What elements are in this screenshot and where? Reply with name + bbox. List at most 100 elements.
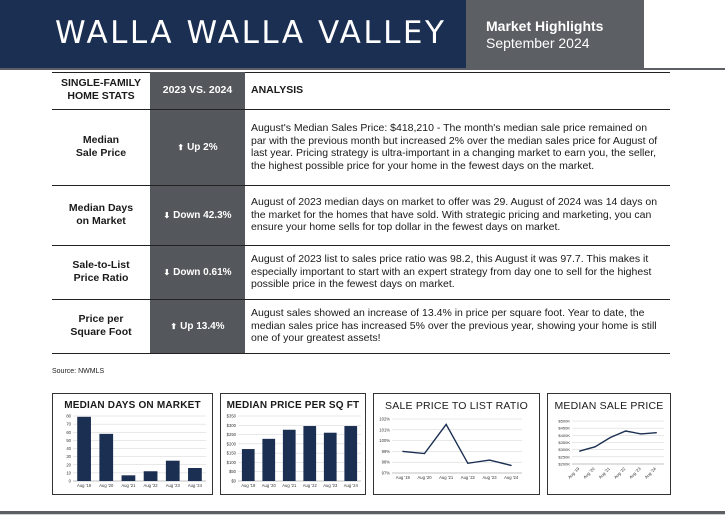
y-tick-label: $50 xyxy=(229,469,237,474)
series-line xyxy=(402,423,512,467)
data-point xyxy=(510,464,512,467)
y-tick-label: 101% xyxy=(379,427,390,432)
stat-name-line1: Sale-to-List xyxy=(72,259,130,271)
stat-name-line2: on Market xyxy=(76,215,126,227)
x-tick-label: Aug '24 xyxy=(504,475,519,480)
y-tick-label: 60 xyxy=(66,430,71,435)
y-tick-label: $300 xyxy=(227,423,237,428)
price-per-sqft-chart: MEDIAN PRICE PER SQ FT $0 $50 $100 $150 $200… xyxy=(220,393,366,495)
stat-change: ⬇ Down 42.3% xyxy=(150,185,245,246)
y-tick-label: $250 xyxy=(227,432,237,437)
stats-table: SINGLE-FAMILY HOME STATS 2023 VS. 2024 A… xyxy=(52,72,670,354)
y-tick-label: 99% xyxy=(382,449,391,454)
chart-title: MEDIAN DAYS ON MARKET xyxy=(64,400,201,411)
y-tick-label: 70 xyxy=(66,422,71,427)
y-tick-label: $450K xyxy=(558,426,570,431)
bar xyxy=(262,438,276,481)
stat-change: ⬆ Up 2% xyxy=(150,109,245,186)
data-point xyxy=(625,430,627,432)
header-stats-line2: HOME STATS xyxy=(67,90,135,103)
y-tick-label: 102% xyxy=(379,417,390,422)
chart-title: MEDIAN PRICE PER SQ FT xyxy=(226,400,360,411)
x-tick-label: Aug '20 xyxy=(262,483,277,488)
header-stats: SINGLE-FAMILY HOME STATS xyxy=(52,72,150,110)
x-tick-label: Aug '21 xyxy=(598,466,612,480)
stat-name: Median Sale Price xyxy=(52,109,150,186)
y-tick-label: $250K xyxy=(558,454,570,459)
bar xyxy=(344,426,358,481)
x-tick-label: Aug '24 xyxy=(644,466,658,480)
subtitle-banner: Market Highlights September 2024 xyxy=(466,0,644,68)
bar xyxy=(77,416,91,481)
stat-name-line2: Sale Price xyxy=(75,147,127,159)
bar xyxy=(282,429,296,481)
x-tick-label: Aug '21 xyxy=(282,483,297,488)
table-row: Sale-to-List Price Ratio ⬇ Down 0.61% Aug… xyxy=(52,245,670,300)
stat-name-line2: Square Foot xyxy=(70,326,132,338)
stat-name: Price per Square Foot xyxy=(52,299,150,354)
stat-name-line1: Median xyxy=(82,134,120,146)
y-tick-label: $300K xyxy=(558,447,570,452)
x-tick-label: Aug '22 xyxy=(613,466,627,480)
x-tick-label: Aug '19 xyxy=(77,483,92,488)
y-tick-label: 98% xyxy=(382,460,391,465)
stat-change: ⬆ Up 13.4% xyxy=(150,299,245,354)
data-point xyxy=(655,432,657,434)
chart-plot: 0 10 20 30 40 50 60 70 80 Aug '19 Aug '20 Aug '21 Au… xyxy=(66,414,206,488)
x-tick-label: Aug '23 xyxy=(166,483,181,488)
report-subtitle: Market Highlights xyxy=(486,18,604,34)
bar xyxy=(99,433,114,481)
bar xyxy=(143,471,158,481)
x-tick-label: Aug '20 xyxy=(99,483,114,488)
source-note: Source: NWMLS xyxy=(52,368,105,375)
data-point xyxy=(423,452,426,455)
data-point xyxy=(402,450,404,452)
stat-change-text: Up 13.4% xyxy=(180,320,225,332)
chart-plot: $200K $250K $300K $350K $400K $450K $500K Aug '… xyxy=(558,419,664,480)
header-analysis: ANALYSIS xyxy=(245,72,670,110)
bar xyxy=(323,432,337,481)
x-tick-label: Aug '22 xyxy=(461,475,476,480)
x-tick-label: Aug '24 xyxy=(188,483,203,488)
median-sale-price-chart: MEDIAN SALE PRICE $200K $250K $300K $350K $4… xyxy=(547,393,671,495)
stat-change-text: Up 2% xyxy=(187,141,218,153)
data-point xyxy=(640,433,642,435)
stat-name-line1: Price per xyxy=(78,313,124,325)
x-tick-label: Aug '23 xyxy=(323,483,338,488)
stat-change-text: Down 42.3% xyxy=(173,209,232,221)
x-tick-label: Aug '20 xyxy=(417,475,432,480)
header-comparison: 2023 VS. 2024 xyxy=(150,72,245,110)
x-tick-label: Aug '19 xyxy=(396,475,411,480)
data-point xyxy=(579,450,581,452)
data-point xyxy=(488,459,491,461)
y-tick-label: $100 xyxy=(227,460,237,465)
data-point xyxy=(594,446,596,448)
stat-name: Median Days on Market xyxy=(52,185,150,246)
bar xyxy=(188,468,202,481)
y-tick-label: 80 xyxy=(66,414,71,419)
days-on-market-chart: MEDIAN DAYS ON MARKET 0 10 20 30 40 50 60 70 80 A… xyxy=(52,393,213,495)
chart-plot: $0 $50 $100 $150 $200 $250 $300 $350 Aug '19 Aug … xyxy=(227,414,361,488)
y-tick-label: $500K xyxy=(558,419,570,424)
arrow-down-icon: ⬇ xyxy=(163,210,171,220)
chart-title: SALE PRICE TO LIST RATIO xyxy=(385,400,528,412)
y-tick-label: $350 xyxy=(227,414,237,419)
y-tick-label: 97% xyxy=(382,471,391,476)
x-tick-label: Aug '23 xyxy=(628,466,642,480)
table-header-row: SINGLE-FAMILY HOME STATS 2023 VS. 2024 A… xyxy=(52,72,670,110)
page-title: WALLA WALLA VALLEY xyxy=(55,15,447,51)
arrow-down-icon: ⬇ xyxy=(163,267,171,277)
x-tick-label: Aug '21 xyxy=(439,475,454,480)
header: WALLA WALLA VALLEY Market Highlights Sep… xyxy=(0,0,725,70)
x-tick-label: Aug '24 xyxy=(344,483,359,488)
table-row: Median Days on Market ⬇ Down 42.3% August… xyxy=(52,185,670,246)
chart-title: MEDIAN SALE PRICE xyxy=(554,400,664,412)
bar xyxy=(241,449,255,481)
y-tick-label: 30 xyxy=(66,454,71,459)
y-tick-label: $0 xyxy=(231,479,236,484)
chart-plot: 97% 98% 99% 100% 101% 102% Aug '19 Aug '20 Aug '… xyxy=(379,417,522,480)
arrow-up-icon: ⬆ xyxy=(170,321,178,331)
y-tick-label: 50 xyxy=(66,438,71,443)
bar xyxy=(165,460,180,481)
stat-analysis: August of 2023 list to sales price ratio… xyxy=(245,245,670,300)
